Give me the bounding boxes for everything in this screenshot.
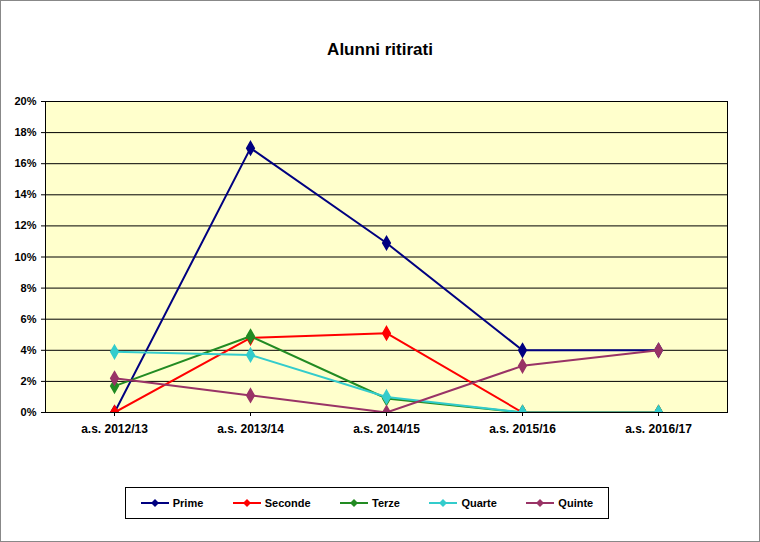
svg-text:a.s. 2015/16: a.s. 2015/16 (489, 422, 556, 436)
html-text:Seconde: Seconde (264, 497, 311, 509)
html-text:Quinte: Quinte (558, 497, 594, 509)
svg-text:4%: 4% (21, 344, 37, 356)
html-text:Terze: Terze (372, 497, 400, 509)
svg-text:2%: 2% (21, 375, 37, 387)
svg-text:6%: 6% (21, 313, 37, 325)
svg-text:14%: 14% (14, 188, 36, 200)
svg-text:0%: 0% (21, 406, 37, 418)
svg-text:a.s. 2016/17: a.s. 2016/17 (625, 422, 692, 436)
svg-text:10%: 10% (14, 251, 36, 263)
svg-text:a.s. 2012/13: a.s. 2012/13 (81, 422, 148, 436)
svg-text:8%: 8% (21, 282, 37, 294)
svg-text:a.s. 2013/14: a.s. 2013/14 (217, 422, 284, 436)
html-text:Alunni ritirati: Alunni ritirati (327, 40, 433, 59)
svg-text:18%: 18% (14, 126, 36, 138)
svg-text:a.s. 2014/15: a.s. 2014/15 (353, 422, 420, 436)
svg-text:12%: 12% (14, 219, 36, 231)
svg-text:16%: 16% (14, 157, 36, 169)
html-text:Prime: Prime (172, 497, 204, 509)
html-text:Quarte: Quarte (461, 497, 497, 509)
svg-text:20%: 20% (14, 95, 36, 107)
